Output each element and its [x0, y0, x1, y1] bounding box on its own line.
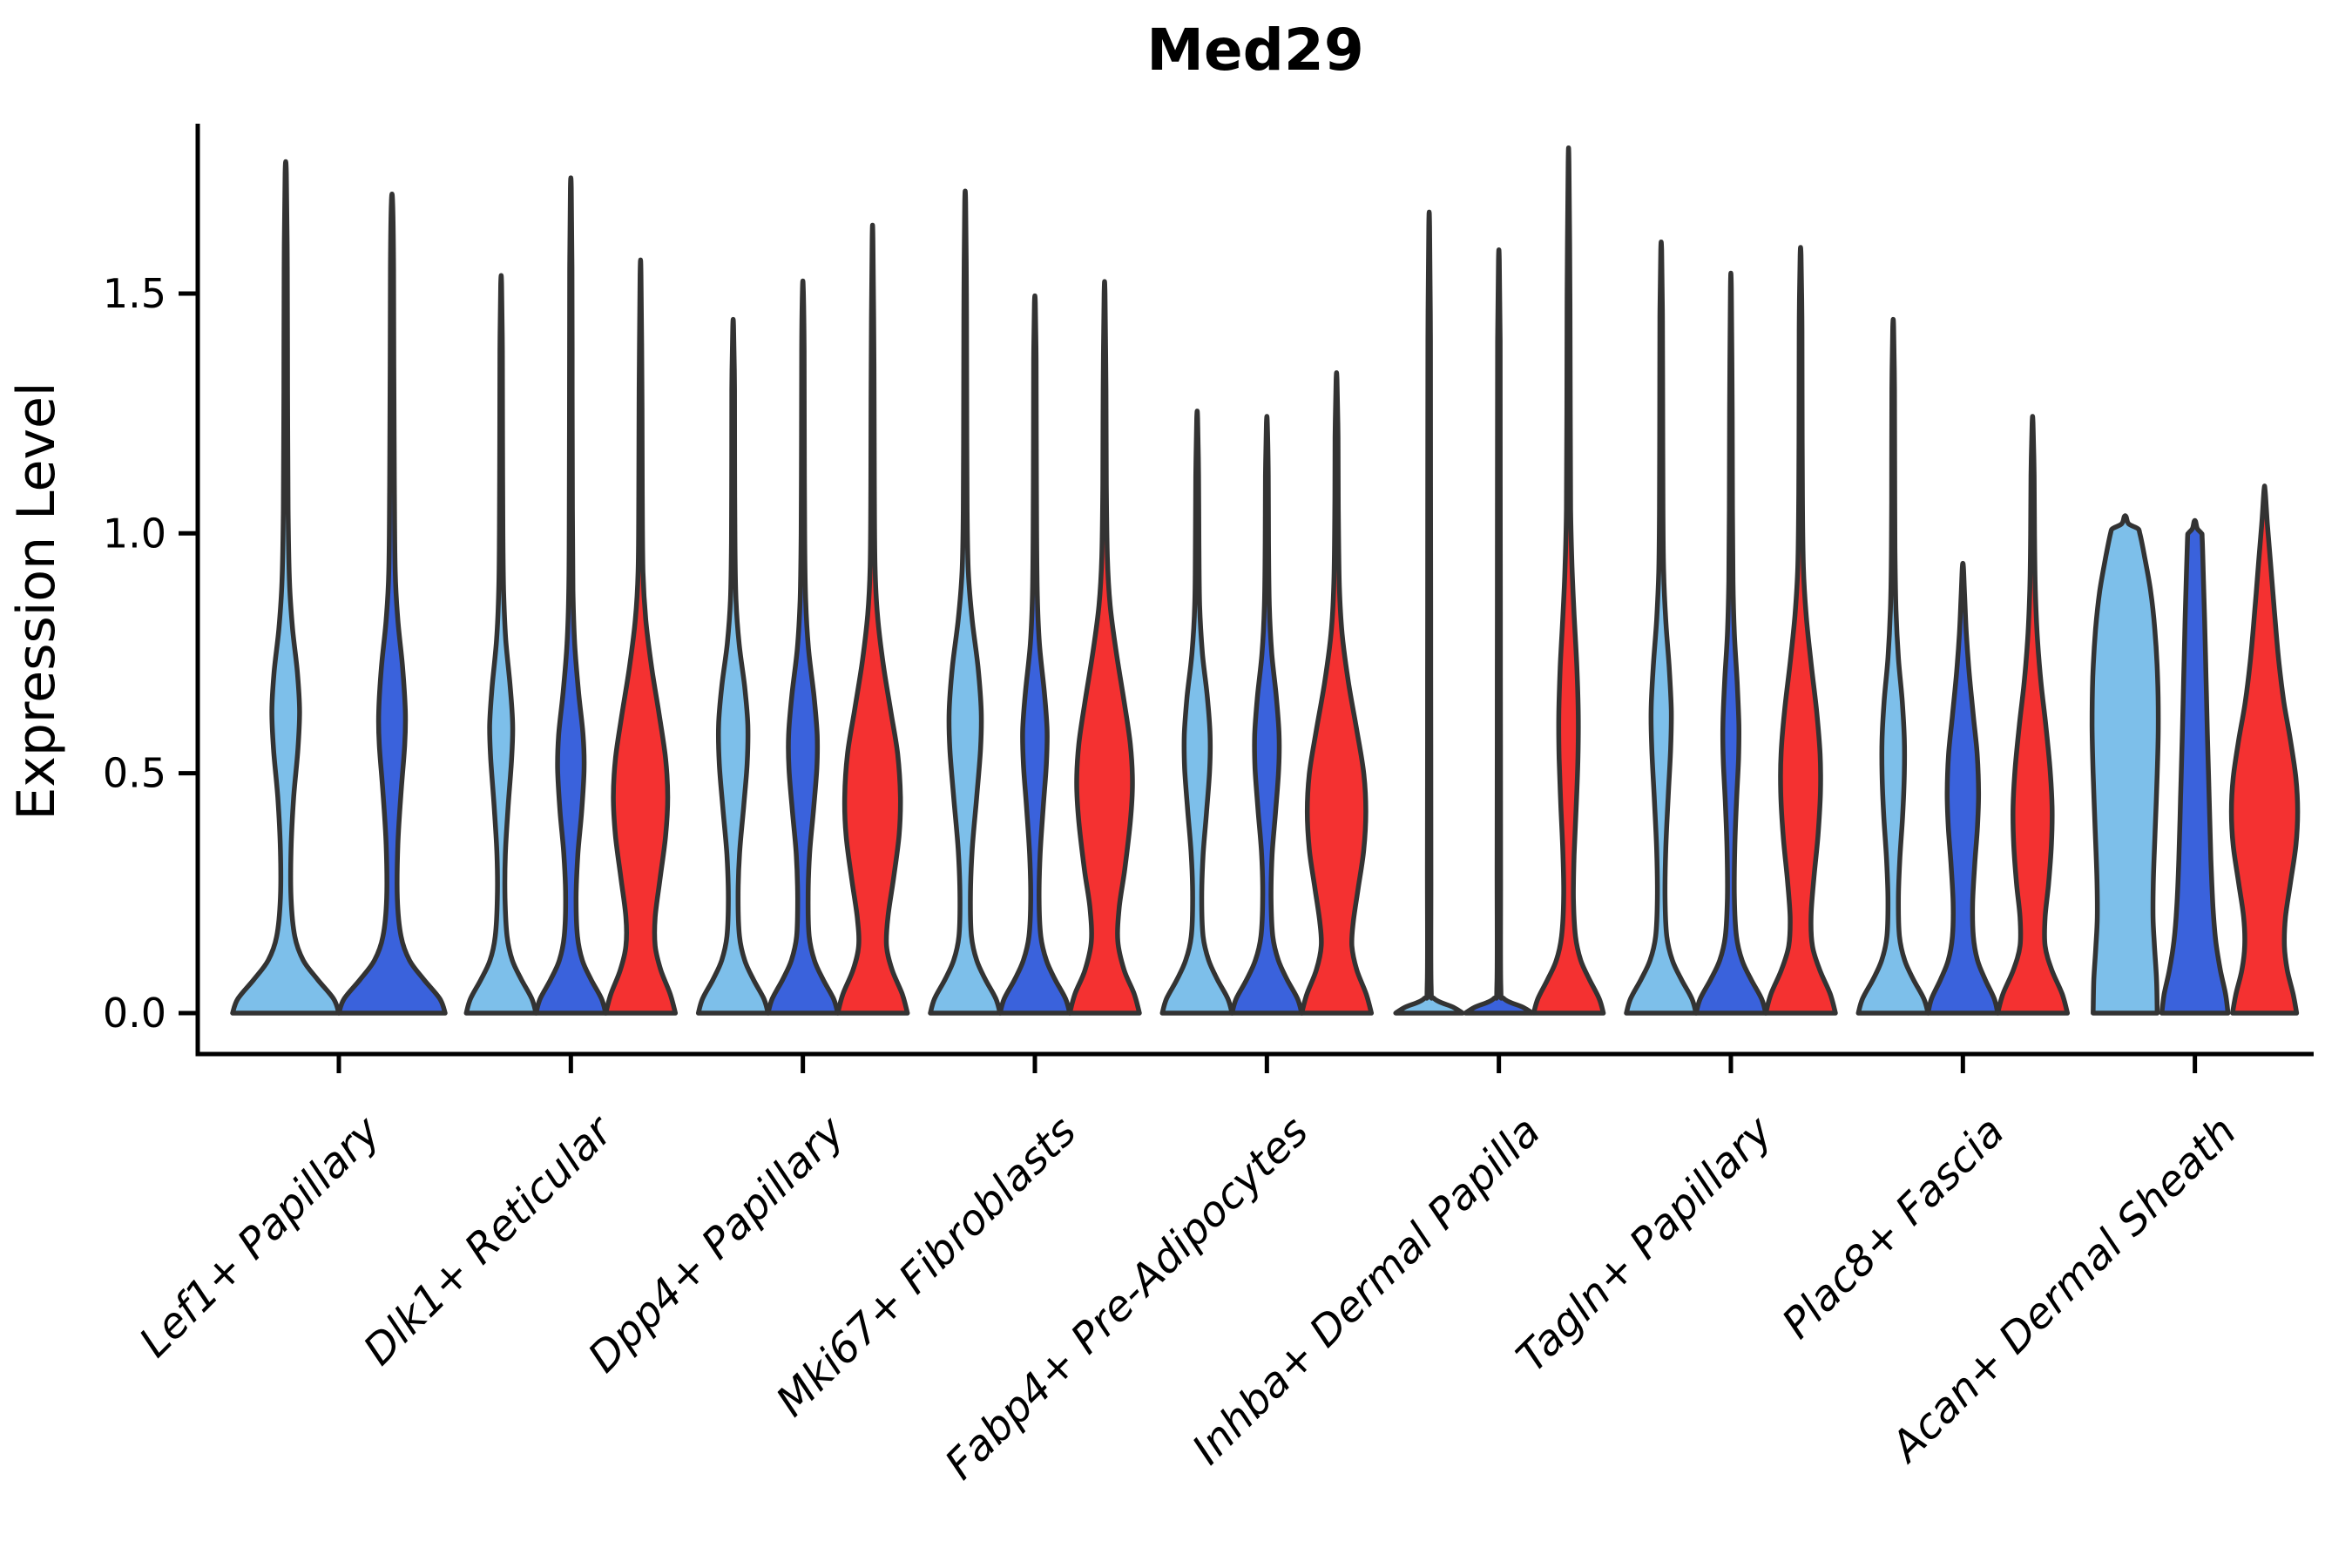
violin-1-s1	[533, 175, 609, 1016]
x-tick-label-1: Dlk1+ Reticular	[355, 1105, 625, 1375]
violin-4-s1	[1229, 414, 1305, 1016]
violin-1-s2	[603, 257, 679, 1016]
x-tick-label-0: Lef1+ Papillary	[130, 1106, 390, 1367]
x-tick-label-2: Dpp4+ Papillary	[579, 1106, 855, 1382]
violins-layer	[230, 145, 2301, 1016]
x-tick-label-7: Plac8+ Fascia	[1773, 1107, 2014, 1348]
violin-8-s0	[2089, 513, 2161, 1016]
violin-0-s0	[230, 159, 341, 1016]
chart-title: Med29	[1146, 17, 1364, 84]
violin-8-s2	[2228, 483, 2301, 1016]
violin-7-s1	[1925, 560, 2001, 1016]
y-tick-label: 0.0	[103, 990, 166, 1037]
violin-5-s1	[1463, 247, 1535, 1016]
violin-2-s1	[765, 278, 841, 1016]
y-tick-label: 0.5	[103, 750, 166, 797]
violin-0-s1	[336, 191, 448, 1016]
violin-7-s0	[1855, 316, 1931, 1016]
violin-3-s1	[997, 293, 1072, 1016]
violin-6-s1	[1693, 270, 1768, 1016]
y-tick-label: 1.0	[103, 510, 166, 557]
violin-1-s0	[463, 273, 539, 1016]
violin-2-s0	[695, 316, 771, 1016]
violin-6-s0	[1624, 239, 1699, 1016]
violin-2-s2	[835, 222, 910, 1016]
violin-4-s0	[1159, 409, 1235, 1016]
violin-7-s2	[1995, 414, 2071, 1016]
violin-6-s2	[1763, 245, 1838, 1016]
y-axis-label: Expression Level	[6, 382, 67, 820]
violin-8-s1	[2159, 517, 2231, 1016]
violin-4-s2	[1299, 370, 1375, 1016]
axes	[195, 124, 2314, 1057]
y-ticks-layer: 0.0 0.5 1.0 1.5	[103, 270, 198, 1037]
x-tick-label-6: Tagln+ Papillary	[1507, 1106, 1782, 1382]
y-tick-label: 1.5	[103, 270, 166, 317]
violin-5-s0	[1393, 209, 1465, 1016]
violin-3-s2	[1067, 279, 1142, 1016]
violin-5-s2	[1531, 145, 1606, 1016]
violin-3-s0	[928, 188, 1003, 1016]
